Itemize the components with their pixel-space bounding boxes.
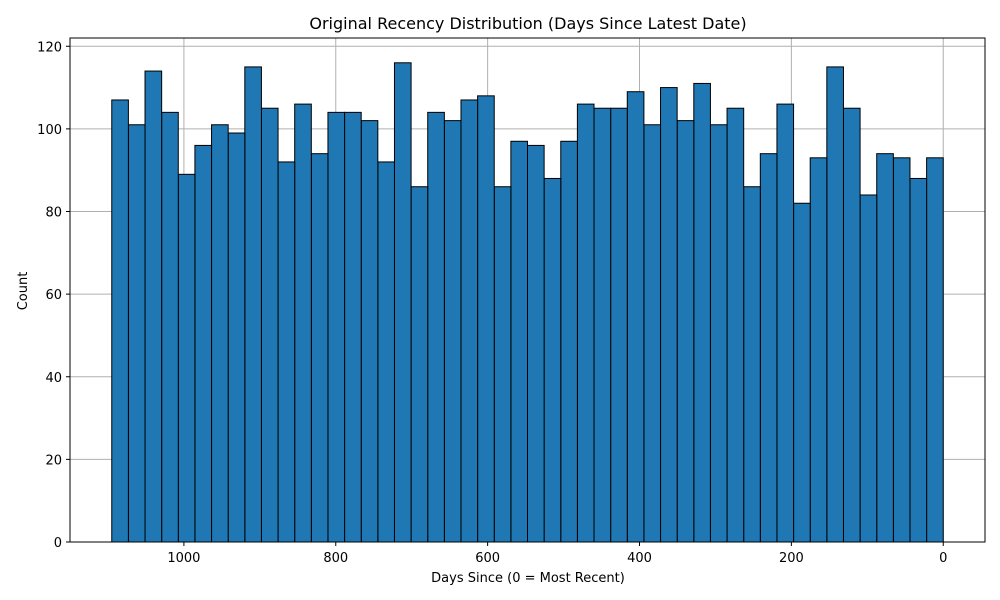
histogram-bar xyxy=(926,157,944,543)
y-tick-label: 40 xyxy=(45,371,62,386)
histogram-bar xyxy=(111,99,129,543)
histogram-bar xyxy=(676,120,695,543)
histogram-bar xyxy=(743,186,761,543)
histogram-bar xyxy=(610,107,628,543)
histogram-bars xyxy=(111,62,944,543)
x-tick-label: 600 xyxy=(475,551,500,566)
y-tick-label: 80 xyxy=(45,206,62,221)
histogram-bar xyxy=(260,107,279,543)
histogram-bar xyxy=(593,107,612,543)
histogram-bar xyxy=(809,157,828,543)
histogram-bar xyxy=(826,66,844,543)
y-tick-label: 0 xyxy=(54,536,62,551)
histogram-bar xyxy=(144,70,163,543)
histogram-bar xyxy=(709,124,728,543)
plot-frame xyxy=(69,37,986,543)
histogram-bar xyxy=(876,153,894,543)
histogram-bar xyxy=(460,99,479,543)
histogram-bar xyxy=(726,107,745,543)
histogram-bar xyxy=(344,111,362,543)
histogram-bar xyxy=(527,144,545,543)
histogram-bar xyxy=(327,111,346,543)
histogram-bar xyxy=(776,103,795,543)
y-tick-label: 20 xyxy=(45,453,62,468)
x-tick-label: 800 xyxy=(323,551,348,566)
histogram-bar xyxy=(277,161,296,543)
y-tick-label: 100 xyxy=(37,123,62,138)
chart-title: Original Recency Distribution (Days Sinc… xyxy=(309,14,746,33)
y-tick-label: 120 xyxy=(37,40,62,55)
histogram-bar xyxy=(660,87,678,543)
y-tick-label: 60 xyxy=(45,288,62,303)
histogram-bar xyxy=(194,144,213,543)
x-tick-label: 1000 xyxy=(167,551,200,566)
histogram-bar xyxy=(477,95,495,543)
histogram-bar xyxy=(560,140,578,543)
axis-ticks: 1000 800 600 400 200 0 0 20 40 60 80 100 120 xyxy=(37,40,947,566)
histogram-bar xyxy=(543,177,562,543)
histogram-bar xyxy=(793,202,811,543)
x-axis-label: Days Since (0 = Most Recent) xyxy=(431,571,625,586)
histogram-bar xyxy=(227,132,246,543)
histogram-bar xyxy=(493,186,512,543)
histogram-bar xyxy=(161,111,179,543)
histogram-bar xyxy=(244,66,262,543)
histogram-bar xyxy=(127,124,146,543)
histogram-bar xyxy=(410,186,429,543)
histogram-bar xyxy=(859,194,878,543)
histogram-bar xyxy=(759,153,778,543)
histogram-bar xyxy=(842,107,861,543)
histogram-bar xyxy=(393,62,412,543)
histogram-bar xyxy=(177,173,196,543)
histogram-bar xyxy=(892,157,911,543)
histogram-bar xyxy=(693,82,711,543)
x-tick-label: 400 xyxy=(627,551,652,566)
histogram-bar xyxy=(360,120,379,543)
histogram-bar xyxy=(294,103,312,543)
histogram-bar xyxy=(909,177,928,543)
y-axis-label: Count xyxy=(16,272,31,311)
histogram-bar xyxy=(377,161,395,543)
histogram-bar xyxy=(427,111,445,543)
histogram-bar xyxy=(310,153,329,543)
histogram-bar xyxy=(443,120,462,543)
histogram-bar xyxy=(643,124,662,543)
x-tick-label: 200 xyxy=(779,551,804,566)
x-tick-label: 0 xyxy=(939,551,947,566)
histogram-bar xyxy=(510,140,529,543)
histogram-bar xyxy=(211,124,229,543)
histogram-bar xyxy=(626,91,645,543)
histogram-bar xyxy=(576,103,595,543)
